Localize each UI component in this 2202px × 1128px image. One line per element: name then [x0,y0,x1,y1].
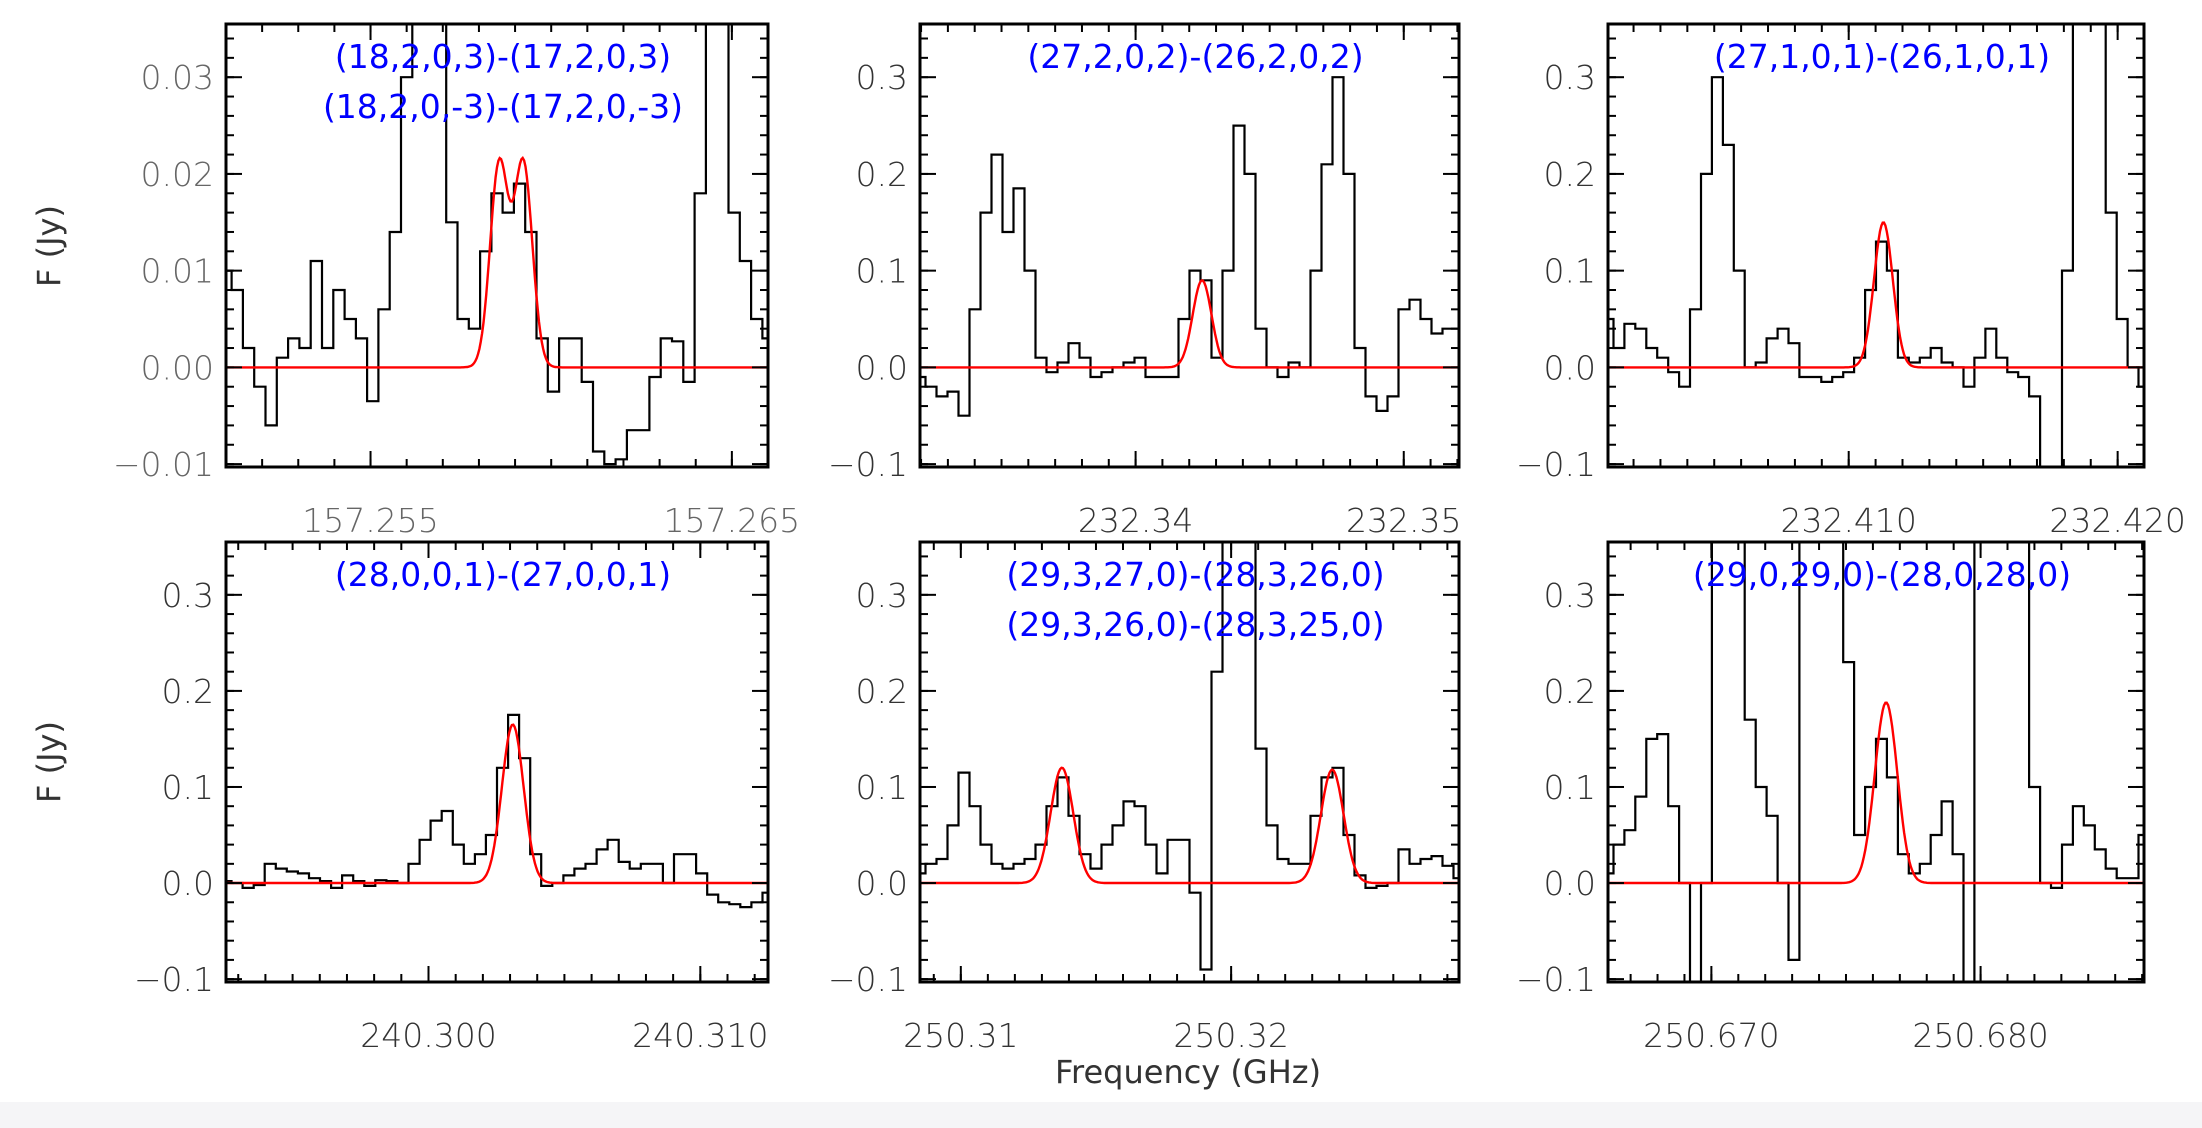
panel-frame [224,22,770,469]
plot-area [226,24,768,466]
spectrum-panel-4: 240.300 240.310 −0.1 0.0 0.1 0.2 0.3 (28,0,0,1)… [134,540,770,1055]
x-tick-label: 250.670 [1643,1016,1779,1055]
x-tick-label: 157.265 [664,501,800,540]
panel-frame [918,540,1461,984]
y-tick-label: 0.0 [1544,348,1596,387]
x-tick-label: 240.300 [360,1016,496,1055]
y-tick-label: 0.03 [141,58,214,97]
observed-spectrum-line [226,713,768,909]
x-tick-label: 232.420 [2049,501,2185,540]
transition-label: (18,2,0,3)-(17,2,0,3) [335,37,671,76]
y-tick-label: 0.2 [1544,672,1596,711]
tick-marks [226,542,768,982]
tick-marks [1608,542,2144,982]
gaussian-fit-line [226,156,768,369]
y-tick-label: 0.2 [856,155,908,194]
plot-area [1608,542,2144,982]
transition-label: (28,0,0,1)-(27,0,0,1) [335,555,671,594]
y-tick-label: 0.1 [1544,768,1596,807]
y-tick-label: −0.1 [134,960,214,999]
x-tick-label: 250.680 [1912,1016,2048,1055]
tick-marks [920,24,1459,467]
x-tick-label: 240.310 [632,1016,768,1055]
plot-area [920,542,1459,971]
panel-frame [918,22,1461,469]
y-tick-label: 0.01 [141,252,214,291]
panel-frame [1606,540,2146,984]
panels-group: 157.255 157.265 −0.01 0.00 0.01 0.02 0.03 (18,2… [113,22,2186,1055]
tick-marks [225,24,769,467]
y-tick-label: 0.0 [162,864,214,903]
x-tick-label: 250.32 [1173,1016,1288,1055]
y-tick-label: −0.1 [828,445,908,484]
y-tick-label: −0.1 [1516,445,1596,484]
y-tick-label: 0.3 [1544,58,1596,97]
y-tick-label: 0.2 [162,672,214,711]
y-tick-label: 0.0 [856,864,908,903]
plot-area [920,76,1459,417]
y-tick-label: −0.1 [828,960,908,999]
transition-label: (29,0,29,0)-(28,0,28,0) [1693,555,2071,594]
y-axis-title-top: F (Jy) [30,205,68,287]
spectrum-panel-1: 157.255 157.265 −0.01 0.00 0.01 0.02 0.03 (18,2… [113,22,800,540]
y-tick-label: 0.1 [856,252,908,291]
transition-label: (27,2,0,2)-(26,2,0,2) [1027,37,1363,76]
transition-label: (29,3,27,0)-(28,3,26,0) [1006,555,1384,594]
transition-label: (27,1,0,1)-(26,1,0,1) [1714,37,2050,76]
y-tick-label: 0.0 [856,348,908,387]
y-tick-label: −0.1 [1516,960,1596,999]
observed-spectrum-line [920,542,1459,971]
gaussian-fit-line [920,279,1459,369]
gaussian-fit-line [1608,221,2144,369]
y-tick-label: 0.0 [1544,864,1596,903]
y-tick-label: 0.1 [162,768,214,807]
gaussian-fit-line [226,723,768,885]
transition-label: (18,2,0,-3)-(17,2,0,-3) [323,87,683,126]
bottom-strip [0,1102,2202,1128]
x-tick-label: 250.31 [903,1016,1018,1055]
spectrum-panel-5: 250.31 250.32 −0.1 0.0 0.1 0.2 0.3 (29,3,27,0)-… [828,540,1461,1055]
y-tick-label: −0.01 [113,445,214,484]
gaussian-fit-line [920,766,1459,885]
y-axis-title-bottom: F (Jy) [30,721,68,803]
x-tick-label: 157.255 [302,501,438,540]
observed-spectrum-line [1608,24,2144,467]
y-tick-label: 0.1 [856,768,908,807]
y-tick-label: 0.02 [141,155,214,194]
x-tick-label: 232.34 [1078,501,1193,540]
spectrum-panel-2: 232.34 232.35 −0.1 0.0 0.1 0.2 0.3 (27,2,0,2)-(… [828,22,1461,540]
spectrum-panel-6: 250.670 250.680 −0.1 0.0 0.1 0.2 0.3 (29,0,29,0… [1516,540,2146,1055]
observed-spectrum-line [226,24,768,466]
panel-frame [224,540,770,984]
tick-marks [920,542,1459,982]
y-tick-label: 0.1 [1544,252,1596,291]
spectrum-panel-3: 232.410 232.420 −0.1 0.0 0.1 0.2 0.3 (27,1,0,1)… [1516,22,2186,540]
transition-label: (29,3,26,0)-(28,3,25,0) [1006,605,1384,644]
y-tick-label: 0.3 [856,576,908,615]
x-tick-label: 232.35 [1346,501,1461,540]
plot-area [226,713,768,909]
y-tick-label: 0.2 [1544,155,1596,194]
x-axis-title: Frequency (GHz) [1055,1053,1321,1091]
x-tick-label: 232.410 [1780,501,1916,540]
y-tick-label: 0.3 [162,576,214,615]
y-tick-label: 0.3 [1544,576,1596,615]
y-tick-label: 0.3 [856,58,908,97]
plot-area [1608,24,2144,467]
tick-marks [1608,24,2144,467]
y-tick-label: 0.00 [141,348,214,387]
observed-spectrum-line [920,76,1459,417]
gaussian-fit-line [1608,701,2144,885]
y-tick-label: 0.2 [856,672,908,711]
